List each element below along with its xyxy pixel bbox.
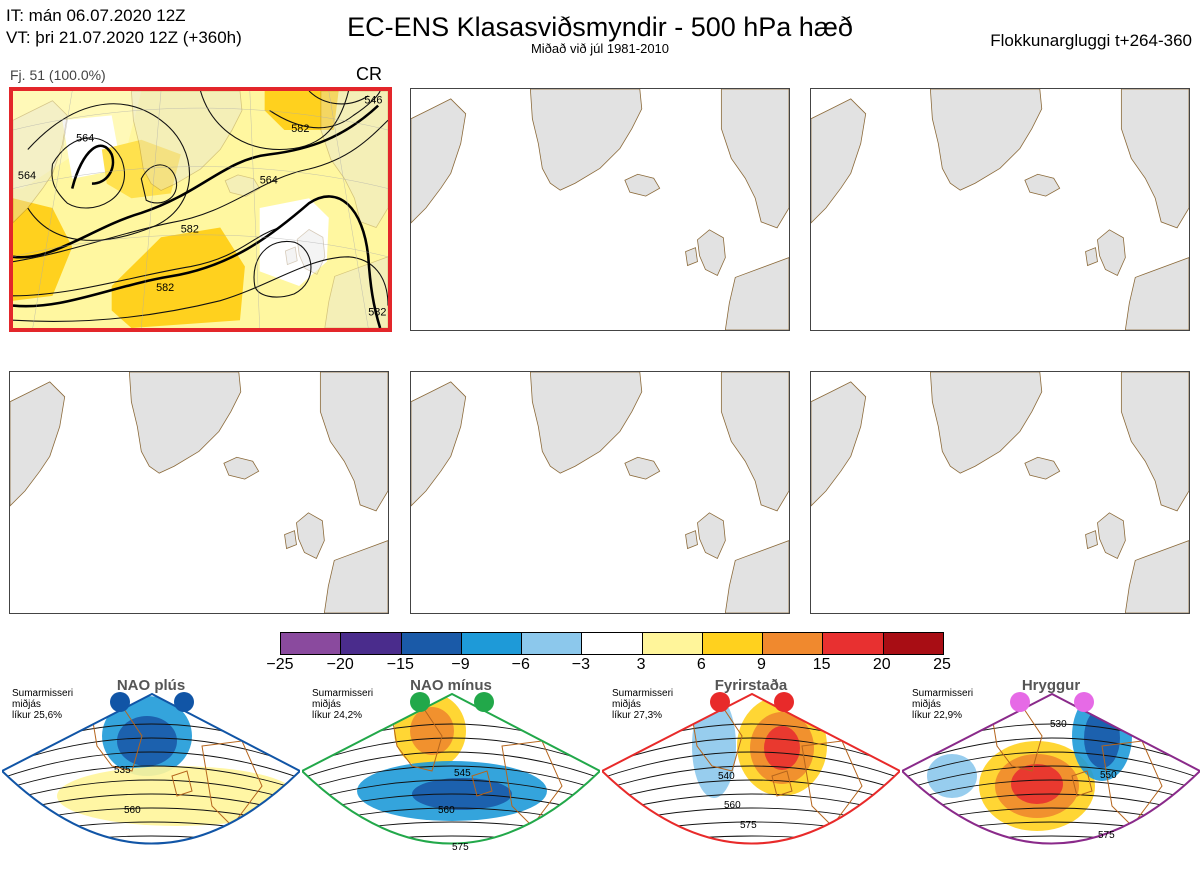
regime-contour-label: 530 bbox=[1050, 719, 1067, 730]
valid-time: VT: þri 21.07.2020 12Z (+360h) bbox=[6, 28, 242, 47]
cluster-map-5[interactable] bbox=[410, 371, 790, 614]
cluster-map-3[interactable] bbox=[810, 88, 1190, 331]
regime-marker bbox=[710, 692, 730, 712]
regime-contour-label: 575 bbox=[1098, 830, 1115, 841]
colorbar-tick-label: −9 bbox=[451, 656, 470, 673]
colorbar-tick-label: 6 bbox=[696, 656, 706, 673]
regime-marker bbox=[1010, 692, 1030, 712]
colorbar-tick-label: 9 bbox=[757, 656, 766, 673]
regime-contour-label: 560 bbox=[438, 805, 455, 816]
colorbar-tick-label: −6 bbox=[511, 656, 530, 673]
contour-label: 582 bbox=[291, 123, 309, 135]
regime-contour-label: 535 bbox=[114, 765, 131, 776]
regime-name: NAO mínus bbox=[410, 677, 492, 694]
colorbar-segment bbox=[582, 633, 643, 654]
regime-description: Sumarmisseri miðjás líkur 25,6% bbox=[12, 688, 74, 721]
regime-contour-label: 575 bbox=[452, 842, 469, 853]
cluster-map-1[interactable]: 564 582 564 582 564 582 582 546 bbox=[9, 87, 392, 332]
colorbar-segment bbox=[823, 633, 884, 654]
colorbar-tick-label: −25 bbox=[266, 656, 294, 673]
colorbar-tick-label: 15 bbox=[812, 656, 831, 673]
colorbar-tick-label: 20 bbox=[872, 656, 891, 673]
header-info: IT: mán 06.07.2020 12Z VT: þri 21.07.202… bbox=[6, 5, 242, 49]
cluster-map-6[interactable] bbox=[810, 371, 1190, 614]
colorbar-segment bbox=[883, 633, 943, 654]
regime-contour-label: 575 bbox=[740, 820, 757, 831]
regime-panel[interactable]: 530 550 575 Hryggur Sumarmisseri miðjás líkur … bbox=[900, 676, 1200, 871]
contour-label: 564 bbox=[18, 170, 36, 182]
colorbar-segment bbox=[341, 633, 402, 654]
regime-marker bbox=[1074, 692, 1094, 712]
colorbar-segment bbox=[642, 633, 703, 654]
colorbar-segment bbox=[281, 633, 342, 654]
contour-label: 582 bbox=[181, 223, 199, 235]
colorbar bbox=[280, 632, 944, 655]
regime-marker bbox=[774, 692, 794, 712]
initial-time: IT: mán 06.07.2020 12Z bbox=[6, 6, 186, 25]
cluster-map-4[interactable] bbox=[9, 371, 389, 614]
regime-contour-label: 540 bbox=[718, 771, 735, 782]
colorbar-segment bbox=[702, 633, 764, 654]
colorbar-segment bbox=[522, 633, 583, 654]
regime-marker bbox=[474, 692, 494, 712]
contour-label: 564 bbox=[76, 133, 94, 145]
contour-label: 546 bbox=[364, 95, 382, 107]
colorbar-tick-label: −15 bbox=[386, 656, 414, 673]
regime-panel[interactable]: 535 560 NAO plús Sumarmisseri miðjás líkur 25… bbox=[0, 676, 302, 871]
regime-description: Sumarmisseri miðjás líkur 22,9% bbox=[912, 688, 974, 721]
colorbar-tick-label: 25 bbox=[933, 656, 951, 673]
regime-contour-label: 550 bbox=[1100, 770, 1117, 781]
colorbar-tick-label: 3 bbox=[636, 656, 646, 673]
cluster-map-2[interactable] bbox=[410, 88, 790, 331]
regime-name: Hryggur bbox=[1021, 677, 1081, 694]
regime-description: Sumarmisseri miðjás líkur 24,2% bbox=[312, 688, 374, 721]
regime-contour-label: 560 bbox=[124, 805, 141, 816]
page-title: EC-ENS Klasasviðsmyndir - 500 hPa hæð bbox=[347, 12, 853, 42]
cluster-tag: CR bbox=[356, 64, 382, 84]
contour-label: 582 bbox=[368, 306, 386, 318]
regime-marker bbox=[174, 692, 194, 712]
regime-name: Fyrirstaða bbox=[714, 677, 788, 694]
regime-contour-label: 560 bbox=[724, 800, 741, 811]
regime-name: NAO plús bbox=[116, 677, 186, 694]
colorbar-labels: −25 −20 −15 −9 −6 −3 3 6 9 15 20 25 bbox=[0, 656, 1200, 676]
colorbar-segment bbox=[763, 633, 824, 654]
regime-description: Sumarmisseri miðjás líkur 27,3% bbox=[612, 688, 674, 721]
regime-marker bbox=[110, 692, 130, 712]
contour-label: 564 bbox=[260, 175, 278, 187]
colorbar-segment bbox=[401, 633, 462, 654]
cluster-count-label: Fj. 51 (100.0%) bbox=[10, 67, 106, 83]
colorbar-segment bbox=[461, 633, 523, 654]
regime-panel[interactable]: 540 560 575 Fyrirstaða Sumarmisseri miðjás lík… bbox=[600, 676, 902, 871]
page-subtitle: Miðað við júl 1981-2010 bbox=[530, 41, 670, 56]
regime-panel[interactable]: 545 560 575 NAO mínus Sumarmisseri miðjás líku… bbox=[300, 676, 602, 871]
cluster-window: Flokkunargluggi t+264-360 bbox=[990, 31, 1192, 50]
contour-label: 582 bbox=[156, 282, 174, 294]
header-title-block: EC-ENS Klasasviðsmyndir - 500 hPa hæð Mi… bbox=[0, 12, 1200, 56]
regime-marker bbox=[410, 692, 430, 712]
regime-contour-label: 545 bbox=[454, 768, 471, 779]
colorbar-tick-label: −20 bbox=[326, 656, 354, 673]
colorbar-tick-label: −3 bbox=[571, 656, 591, 673]
